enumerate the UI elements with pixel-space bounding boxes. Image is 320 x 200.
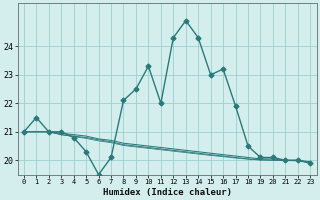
X-axis label: Humidex (Indice chaleur): Humidex (Indice chaleur) bbox=[103, 188, 232, 197]
